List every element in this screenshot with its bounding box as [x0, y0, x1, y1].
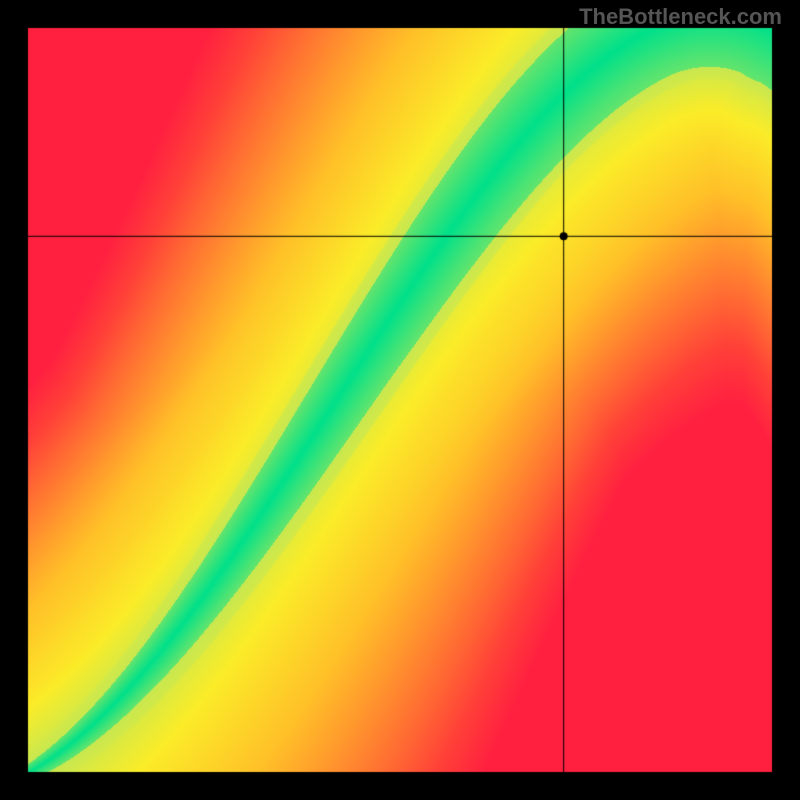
chart-container: TheBottleneck.com	[0, 0, 800, 800]
watermark-text: TheBottleneck.com	[579, 4, 782, 30]
heatmap-canvas	[0, 0, 800, 800]
